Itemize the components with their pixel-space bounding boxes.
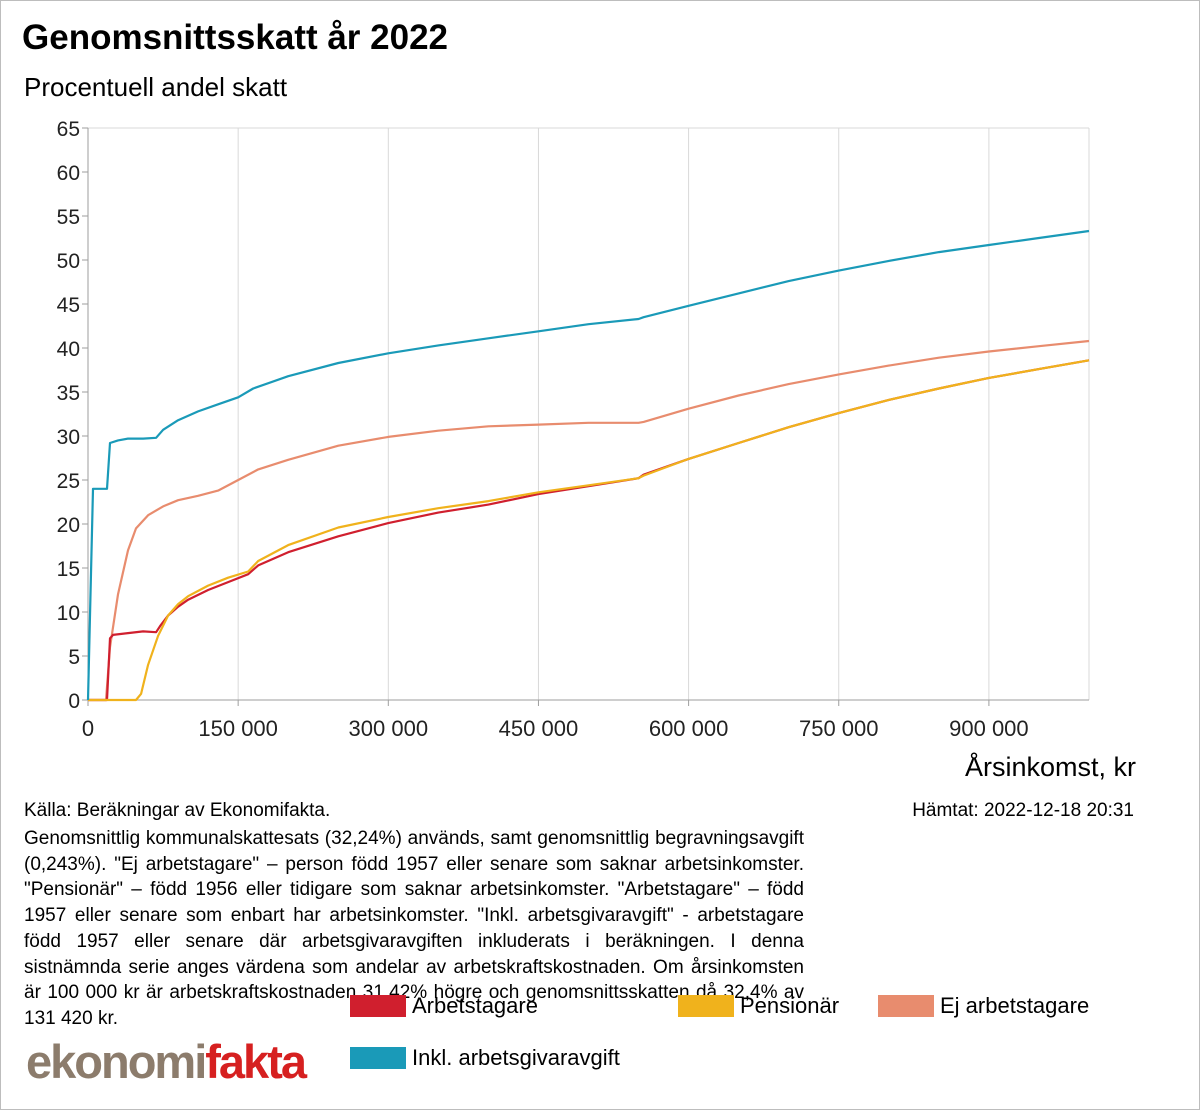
legend-swatch-pensionar [678, 995, 734, 1017]
legend-swatch-arbetstagare [350, 995, 406, 1017]
legend-item-pensionar: Pensionär [678, 993, 839, 1019]
y-tick-label-13: 65 [57, 118, 80, 141]
logo-text-fakta: fakta [205, 1035, 307, 1088]
legend-item-ej-arbetstagare: Ej arbetstagare [878, 993, 1089, 1019]
x-tick-label-6: 900 000 [949, 716, 1029, 741]
chart-subtitle: Procentuell andel skatt [24, 72, 288, 102]
legend-swatch-inkl-arbetsgivaravgift [350, 1047, 406, 1069]
x-tick-label-3: 450 000 [499, 716, 579, 741]
fetched-timestamp: Hämtat: 2022-12-18 20:31 [912, 800, 1134, 821]
legend-item-arbetstagare: Arbetstagare [350, 993, 538, 1019]
legend-swatch-ej-arbetstagare [878, 995, 934, 1017]
series-line-inkl-arbetsgivaravgift [86, 229, 1090, 701]
y-tick-label-7: 35 [57, 382, 80, 405]
y-tick-label-0: 0 [68, 690, 80, 713]
legend-label-pensionar: Pensionär [740, 993, 840, 1018]
ekonomifakta-logo[interactable]: ekonomifakta [26, 1034, 307, 1089]
legend-label-inkl-arbetsgivaravgift: Inkl. arbetsgivaravgift [412, 1045, 620, 1070]
y-tick-label-2: 10 [57, 602, 80, 625]
y-tick-label-9: 45 [57, 294, 80, 317]
x-tick-label-5: 750 000 [799, 716, 879, 741]
x-axis-title: Årsinkomst, kr [964, 752, 1136, 782]
y-tick-label-10: 50 [57, 250, 80, 273]
y-tick-label-11: 55 [57, 206, 80, 229]
legend-label-arbetstagare: Arbetstagare [412, 993, 538, 1018]
y-tick-label-8: 40 [57, 338, 80, 361]
logo-text-ekonomi: ekonomi [26, 1035, 207, 1088]
y-tick-label-1: 5 [68, 646, 80, 669]
y-tick-label-4: 20 [57, 514, 80, 537]
x-tick-label-2: 300 000 [349, 716, 429, 741]
series-line-pensionär [88, 359, 1090, 702]
legend-item-inkl-arbetsgivaravgift: Inkl. arbetsgivaravgift [350, 1045, 620, 1071]
source-text: Källa: Beräkningar av Ekonomifakta. [24, 800, 331, 821]
y-tick-label-5: 25 [57, 470, 80, 493]
y-tick-label-3: 15 [57, 558, 80, 581]
x-tick-label-4: 600 000 [649, 716, 729, 741]
x-tick-label-0: 0 [82, 716, 94, 741]
chart-title: Genomsnittsskatt år 2022 [22, 18, 449, 57]
series-line-ej-arbetstagare [88, 339, 1090, 702]
line-chart: 0 5 10 15 20 25 30 35 40 45 50 55 60 65 0 150 000 300 00… [57, 118, 1090, 741]
y-tick-label-6: 30 [57, 426, 80, 449]
methodology-note: Genomsnittlig kommunalskattesats (32,24%… [24, 828, 804, 1029]
legend-label-ej-arbetstagare: Ej arbetstagare [940, 993, 1090, 1018]
y-tick-label-12: 60 [57, 162, 80, 185]
x-tick-label-1: 150 000 [198, 716, 278, 741]
